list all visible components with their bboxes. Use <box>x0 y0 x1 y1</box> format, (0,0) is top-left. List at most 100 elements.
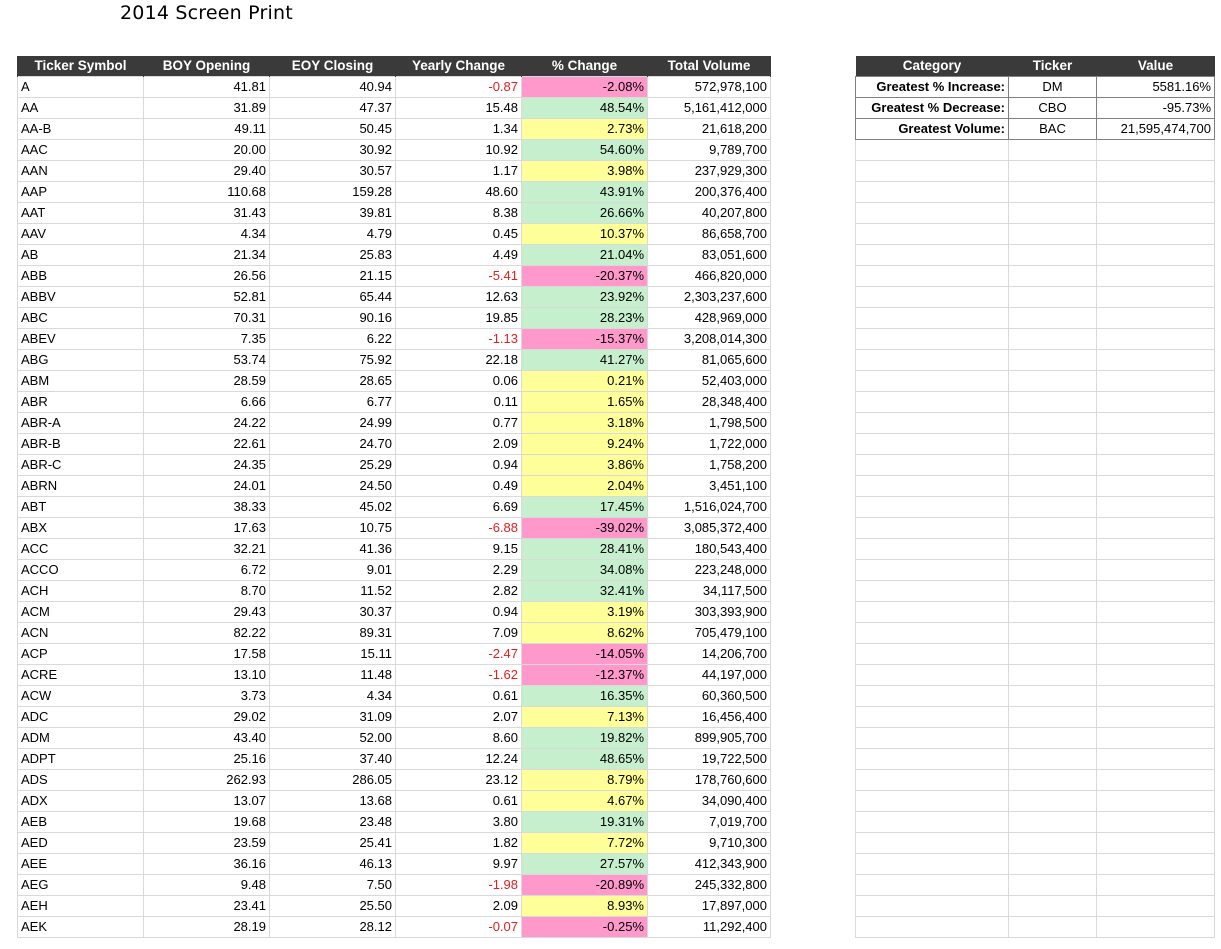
empty-cell[interactable] <box>1096 223 1215 245</box>
empty-cell[interactable] <box>1096 643 1215 665</box>
summary-header-value[interactable]: Value <box>1096 56 1215 77</box>
cell-yearly-change[interactable]: 22.18 <box>395 349 522 371</box>
cell-eoy-closing[interactable]: 159.28 <box>269 181 396 203</box>
empty-cell[interactable] <box>1096 181 1215 203</box>
cell-percent-change[interactable]: 8.79% <box>521 769 648 791</box>
cell-boy-opening[interactable]: 82.22 <box>143 622 270 644</box>
cell-yearly-change[interactable]: 3.80 <box>395 811 522 833</box>
cell-percent-change[interactable]: 19.82% <box>521 727 648 749</box>
empty-cell[interactable] <box>855 643 1009 665</box>
cell-percent-change[interactable]: 8.62% <box>521 622 648 644</box>
empty-cell[interactable] <box>1096 370 1215 392</box>
empty-cell[interactable] <box>1096 790 1215 812</box>
cell-eoy-closing[interactable]: 25.29 <box>269 454 396 476</box>
cell-ticker-symbol[interactable]: AEE <box>17 853 144 875</box>
cell-percent-change[interactable]: -0.25% <box>521 916 648 938</box>
cell-eoy-closing[interactable]: 25.41 <box>269 832 396 854</box>
empty-cell[interactable] <box>1008 286 1097 308</box>
cell-percent-change[interactable]: 16.35% <box>521 685 648 707</box>
empty-cell[interactable] <box>855 559 1009 581</box>
cell-boy-opening[interactable]: 21.34 <box>143 244 270 266</box>
empty-cell[interactable] <box>1008 853 1097 875</box>
cell-boy-opening[interactable]: 31.89 <box>143 97 270 119</box>
cell-boy-opening[interactable]: 19.68 <box>143 811 270 833</box>
cell-boy-opening[interactable]: 28.59 <box>143 370 270 392</box>
empty-cell[interactable] <box>1096 916 1215 938</box>
cell-eoy-closing[interactable]: 25.50 <box>269 895 396 917</box>
cell-boy-opening[interactable]: 6.72 <box>143 559 270 581</box>
cell-percent-change[interactable]: 17.45% <box>521 496 648 518</box>
cell-ticker-symbol[interactable]: AB <box>17 244 144 266</box>
cell-boy-opening[interactable]: 110.68 <box>143 181 270 203</box>
empty-cell[interactable] <box>1008 244 1097 266</box>
cell-ticker-symbol[interactable]: ABR-A <box>17 412 144 434</box>
empty-cell[interactable] <box>1096 706 1215 728</box>
empty-cell[interactable] <box>1096 286 1215 308</box>
cell-eoy-closing[interactable]: 6.22 <box>269 328 396 350</box>
empty-cell[interactable] <box>855 874 1009 896</box>
cell-ticker-symbol[interactable]: ADC <box>17 706 144 728</box>
empty-cell[interactable] <box>1096 391 1215 413</box>
cell-ticker-symbol[interactable]: ACCO <box>17 559 144 581</box>
cell-total-volume[interactable]: 237,929,300 <box>647 160 771 182</box>
cell-eoy-closing[interactable]: 23.48 <box>269 811 396 833</box>
cell-eoy-closing[interactable]: 40.94 <box>269 76 396 98</box>
cell-boy-opening[interactable]: 20.00 <box>143 139 270 161</box>
cell-yearly-change[interactable]: 0.94 <box>395 454 522 476</box>
cell-ticker-symbol[interactable]: ABG <box>17 349 144 371</box>
cell-total-volume[interactable]: 1,798,500 <box>647 412 771 434</box>
cell-yearly-change[interactable]: 23.12 <box>395 769 522 791</box>
cell-total-volume[interactable]: 5,161,412,000 <box>647 97 771 119</box>
cell-total-volume[interactable]: 9,789,700 <box>647 139 771 161</box>
cell-yearly-change[interactable]: -6.88 <box>395 517 522 539</box>
cell-percent-change[interactable]: 3.18% <box>521 412 648 434</box>
empty-cell[interactable] <box>1096 496 1215 518</box>
cell-ticker-symbol[interactable]: ACRE <box>17 664 144 686</box>
cell-yearly-change[interactable]: 0.61 <box>395 685 522 707</box>
cell-ticker-symbol[interactable]: ACC <box>17 538 144 560</box>
cell-yearly-change[interactable]: 0.77 <box>395 412 522 434</box>
cell-eoy-closing[interactable]: 89.31 <box>269 622 396 644</box>
cell-boy-opening[interactable]: 23.41 <box>143 895 270 917</box>
cell-percent-change[interactable]: 23.92% <box>521 286 648 308</box>
column-header-ticker-symbol[interactable]: Ticker Symbol <box>17 56 144 77</box>
empty-cell[interactable] <box>1008 622 1097 644</box>
cell-total-volume[interactable]: 14,206,700 <box>647 643 771 665</box>
cell-ticker-symbol[interactable]: ADPT <box>17 748 144 770</box>
empty-cell[interactable] <box>1096 538 1215 560</box>
cell-percent-change[interactable]: 2.73% <box>521 118 648 140</box>
cell-ticker-symbol[interactable]: AA-B <box>17 118 144 140</box>
empty-cell[interactable] <box>855 328 1009 350</box>
cell-eoy-closing[interactable]: 52.00 <box>269 727 396 749</box>
cell-yearly-change[interactable]: 6.69 <box>395 496 522 518</box>
cell-eoy-closing[interactable]: 11.48 <box>269 664 396 686</box>
cell-percent-change[interactable]: 41.27% <box>521 349 648 371</box>
cell-total-volume[interactable]: 245,332,800 <box>647 874 771 896</box>
cell-yearly-change[interactable]: 0.45 <box>395 223 522 245</box>
empty-cell[interactable] <box>855 517 1009 539</box>
cell-yearly-change[interactable]: 9.97 <box>395 853 522 875</box>
cell-total-volume[interactable]: 428,969,000 <box>647 307 771 329</box>
cell-percent-change[interactable]: 3.86% <box>521 454 648 476</box>
cell-eoy-closing[interactable]: 7.50 <box>269 874 396 896</box>
cell-total-volume[interactable]: 44,197,000 <box>647 664 771 686</box>
empty-cell[interactable] <box>1008 496 1097 518</box>
cell-eoy-closing[interactable]: 24.50 <box>269 475 396 497</box>
cell-percent-change[interactable]: 28.41% <box>521 538 648 560</box>
cell-total-volume[interactable]: 3,085,372,400 <box>647 517 771 539</box>
cell-eoy-closing[interactable]: 21.15 <box>269 265 396 287</box>
cell-total-volume[interactable]: 83,051,600 <box>647 244 771 266</box>
summary-cell-ticker[interactable]: CBO <box>1008 97 1097 119</box>
cell-boy-opening[interactable]: 13.07 <box>143 790 270 812</box>
cell-eoy-closing[interactable]: 45.02 <box>269 496 396 518</box>
cell-total-volume[interactable]: 28,348,400 <box>647 391 771 413</box>
empty-cell[interactable] <box>855 412 1009 434</box>
cell-yearly-change[interactable]: -1.62 <box>395 664 522 686</box>
cell-ticker-symbol[interactable]: ABB <box>17 265 144 287</box>
cell-percent-change[interactable]: 4.67% <box>521 790 648 812</box>
empty-cell[interactable] <box>1096 307 1215 329</box>
cell-total-volume[interactable]: 34,117,500 <box>647 580 771 602</box>
empty-cell[interactable] <box>855 202 1009 224</box>
empty-cell[interactable] <box>855 853 1009 875</box>
cell-percent-change[interactable]: -20.89% <box>521 874 648 896</box>
